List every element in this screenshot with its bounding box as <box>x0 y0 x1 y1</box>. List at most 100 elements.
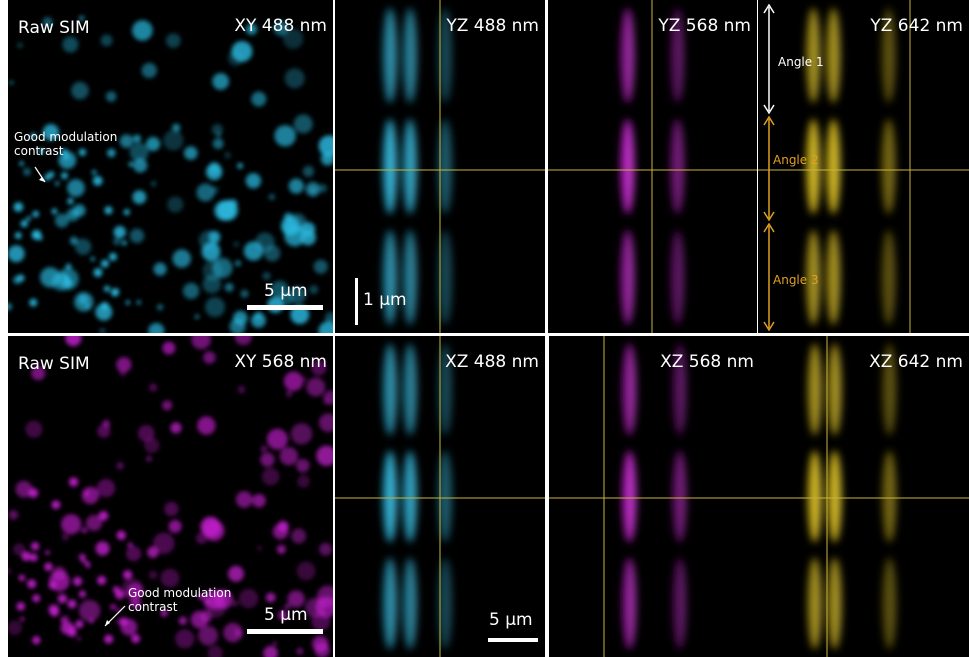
blob <box>149 570 158 579</box>
streak-core <box>815 349 820 429</box>
blob <box>146 456 152 462</box>
streak-core <box>834 236 839 319</box>
blob <box>319 543 332 556</box>
angle-label: Angle 3 <box>773 274 819 286</box>
blob <box>288 213 307 232</box>
blob <box>199 230 219 250</box>
streak-core <box>834 14 839 97</box>
blob <box>170 422 181 433</box>
blob <box>101 302 109 310</box>
blob <box>122 240 127 245</box>
blob <box>131 634 140 643</box>
blob <box>70 237 78 245</box>
blob <box>280 447 298 465</box>
blob <box>285 68 305 88</box>
micrograph <box>335 336 545 657</box>
annotation: Good modulation contrast <box>128 586 238 615</box>
panel-title: XZ 642 nm <box>869 354 963 371</box>
blob <box>69 477 78 486</box>
blob <box>79 600 101 622</box>
blob <box>297 561 316 580</box>
streak-core <box>680 456 685 536</box>
streak-core <box>835 563 840 643</box>
panel-title: YZ 642 nm <box>870 18 963 35</box>
blob <box>130 229 145 244</box>
blob <box>228 566 244 582</box>
blob <box>85 304 89 308</box>
blob <box>237 163 243 169</box>
blob <box>289 178 304 193</box>
blob <box>117 531 126 540</box>
streak-core <box>411 14 416 97</box>
blob <box>316 445 333 466</box>
blob <box>195 314 200 319</box>
micrograph <box>760 336 969 657</box>
streak-core <box>889 236 894 319</box>
streak-core <box>411 349 416 429</box>
blob <box>291 423 313 445</box>
arrow-head <box>39 177 45 182</box>
blob <box>302 377 306 381</box>
blob <box>225 152 231 158</box>
blob <box>314 260 328 274</box>
blob <box>262 468 280 486</box>
angle-label: Angle 1 <box>778 56 824 68</box>
blob <box>61 618 66 623</box>
scale-bar <box>247 629 323 634</box>
blob <box>104 286 110 292</box>
blob <box>68 600 77 609</box>
blob <box>101 260 109 268</box>
blob <box>13 202 23 212</box>
streak-core <box>411 125 416 208</box>
blob <box>48 171 54 177</box>
blob <box>45 550 49 554</box>
blob <box>228 199 237 208</box>
image-panel: YZ 568 nm <box>548 0 757 333</box>
blob <box>8 510 18 520</box>
blob <box>264 245 280 261</box>
streak-core <box>630 456 635 536</box>
blob <box>138 425 155 442</box>
blob <box>95 541 109 555</box>
blob <box>132 20 153 41</box>
blob <box>40 267 60 287</box>
scale-bar <box>247 305 323 310</box>
blob <box>183 283 199 299</box>
blob <box>203 351 216 364</box>
blob <box>110 604 115 609</box>
blob <box>263 272 271 280</box>
blob <box>63 275 69 281</box>
blob <box>184 146 198 160</box>
signal <box>622 344 686 650</box>
blob <box>286 390 292 396</box>
streak-core <box>446 456 451 536</box>
blob <box>77 637 81 641</box>
blob <box>124 209 130 215</box>
panel-tag: Raw SIM <box>18 356 90 373</box>
blob <box>284 372 303 391</box>
blob <box>129 162 134 167</box>
signal <box>808 344 897 650</box>
blob <box>297 475 310 488</box>
blob <box>157 304 163 310</box>
blob <box>162 341 175 354</box>
blob <box>231 41 252 62</box>
blob <box>29 299 37 307</box>
blob <box>79 590 86 597</box>
signal <box>383 344 452 650</box>
blob <box>267 429 288 450</box>
blob <box>254 314 261 321</box>
blob <box>116 357 131 372</box>
blob <box>51 500 60 509</box>
blob <box>49 581 57 589</box>
blob <box>209 162 221 174</box>
blob <box>8 567 12 574</box>
blob <box>257 546 262 551</box>
blob <box>294 114 313 133</box>
blob <box>16 602 25 611</box>
blob <box>312 612 331 631</box>
blob <box>67 198 73 204</box>
blob <box>55 181 59 185</box>
blob <box>312 636 328 652</box>
streak-core <box>630 563 635 643</box>
